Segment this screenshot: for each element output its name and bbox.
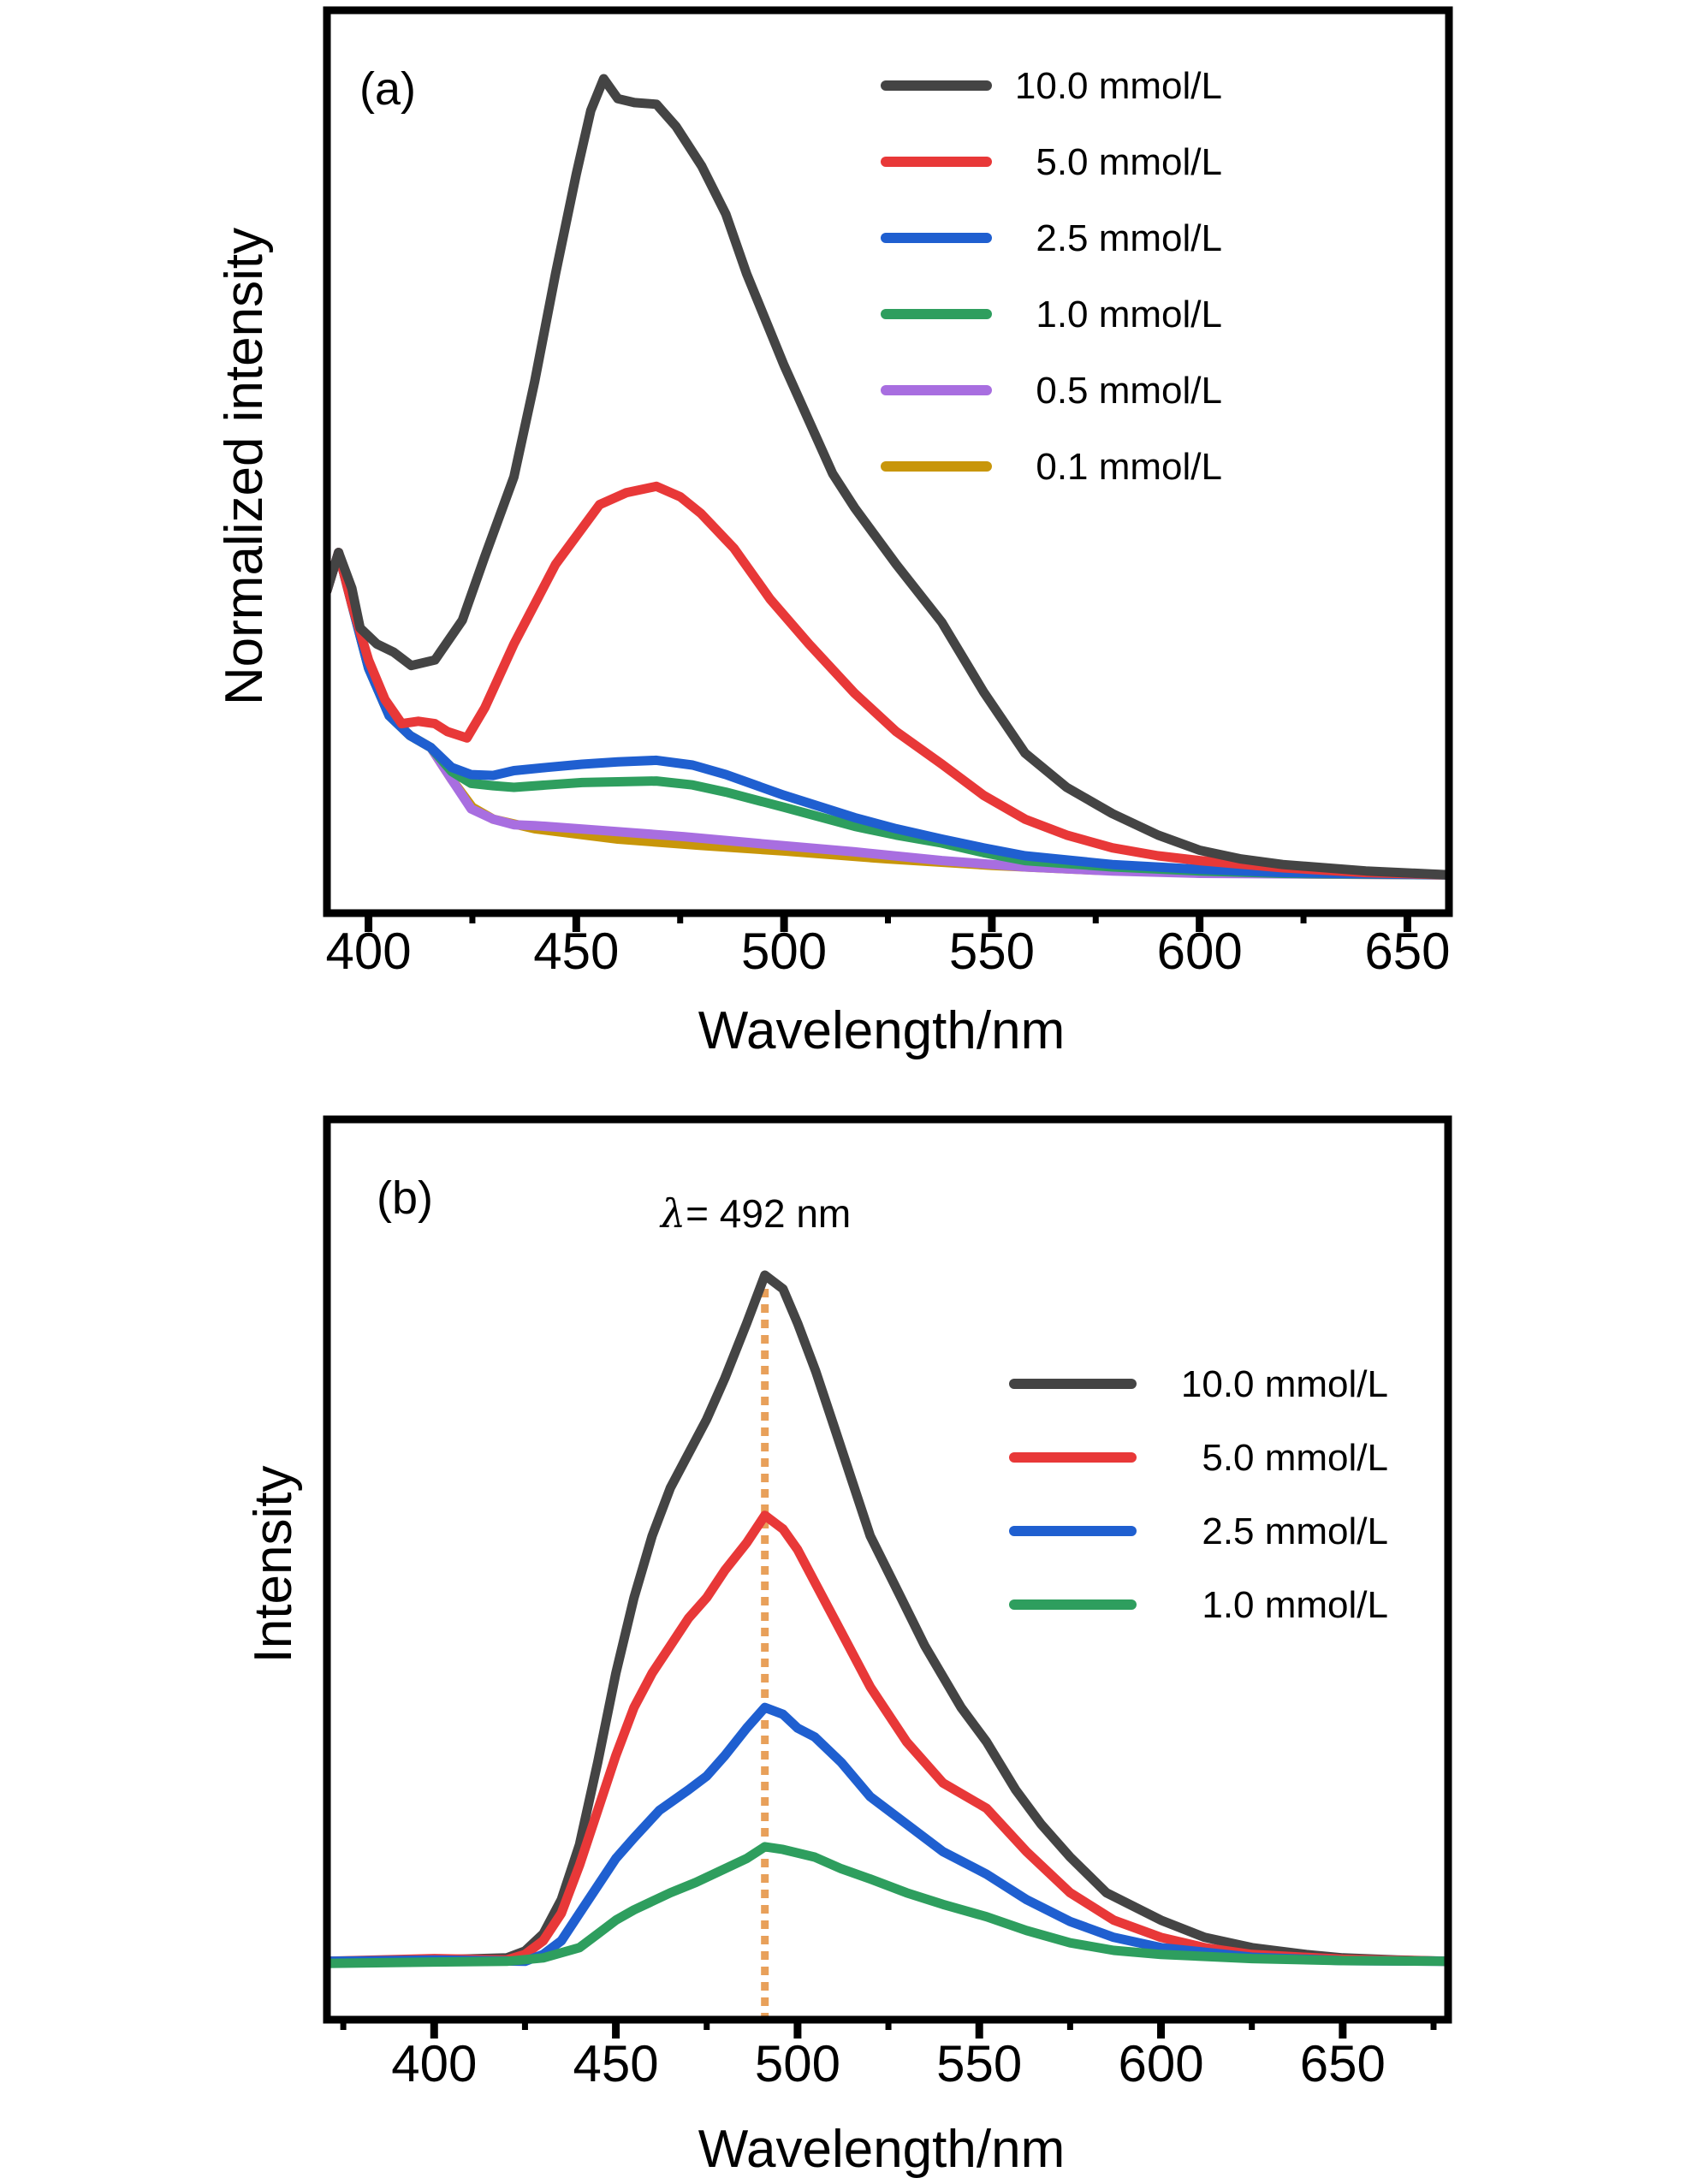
x-tick-label: 500 [741, 923, 827, 980]
x-axis-title-a: Wavelength/nm [698, 1001, 1065, 1060]
panel-b: 400 450 500 550 600 650 (b) λ= 492 nm Wavelen… [244, 1115, 1452, 2179]
panel-label-a: (a) [359, 63, 416, 115]
legend-item: 10.0 mmol/L [1009, 1363, 1388, 1405]
x-tick-label: 550 [949, 923, 1035, 980]
series-line-1-0-mmol-l [327, 1842, 1448, 1968]
legend-label: 1.0 mmol/L [1036, 294, 1222, 335]
series-line-10-0-mmol-l [327, 1270, 1448, 1967]
legend-item: 5.0 mmol/L [1009, 1437, 1388, 1479]
x-tick-label: 450 [573, 2035, 659, 2092]
legend-item: 2.5 mmol/L [881, 217, 1222, 259]
legend-label: 1.0 mmol/L [1202, 1584, 1388, 1626]
x-axis-title-b: Wavelength/nm [698, 2120, 1065, 2179]
legend-label: 2.5 mmol/L [1036, 217, 1222, 259]
legend-item: 1.0 mmol/L [1009, 1584, 1388, 1626]
legend-label: 10.0 mmol/L [1015, 65, 1222, 107]
x-tick-label: 550 [936, 2035, 1022, 2092]
x-ticks-b: 400 450 500 550 600 650 [340, 2020, 1437, 2092]
legend-a: 10.0 mmol/L 5.0 mmol/L 2.5 mmol/L 1.0 mmol/… [881, 65, 1222, 488]
x-tick-label: 600 [1118, 2035, 1203, 2092]
legend-item: 5.0 mmol/L [881, 141, 1222, 183]
x-tick-label: 400 [326, 923, 412, 980]
series-line-2-5-mmol-l [327, 548, 1449, 880]
lambda-symbol: λ [659, 1190, 686, 1237]
legend-label: 0.1 mmol/L [1036, 446, 1222, 488]
x-tick-label: 650 [1300, 2035, 1386, 2092]
x-tick-label: 500 [755, 2035, 840, 2092]
series-line-10-0-mmol-l [327, 74, 1449, 880]
legend-item: 2.5 mmol/L [1009, 1510, 1388, 1552]
series-layer-b [327, 1270, 1448, 1968]
series-line-2-5-mmol-l [327, 1702, 1448, 1967]
legend-label: 5.0 mmol/L [1202, 1437, 1388, 1479]
panel-label-b: (b) [377, 1172, 433, 1224]
legend-item: 0.5 mmol/L [881, 370, 1222, 412]
x-tick-label: 450 [533, 923, 619, 980]
legend-item: 0.1 mmol/L [881, 446, 1222, 488]
x-tick-label: 400 [391, 2035, 477, 2092]
legend-label: 2.5 mmol/L [1202, 1510, 1388, 1552]
series-line-5-0-mmol-l [327, 1510, 1448, 1967]
legend-item: 1.0 mmol/L [881, 294, 1222, 335]
series-layer-a [327, 74, 1449, 880]
legend-label: 10.0 mmol/L [1181, 1363, 1388, 1405]
peak-annotation: λ= 492 nm [659, 1190, 851, 1237]
x-tick-label: 650 [1364, 923, 1450, 980]
panel-a: 400 450 500 550 600 650 (a) Wavelength/nm Nor… [215, 6, 1453, 1060]
x-tick-label: 600 [1157, 923, 1243, 980]
peak-annotation-text: = 492 nm [686, 1191, 851, 1236]
legend-label: 0.5 mmol/L [1036, 370, 1222, 412]
series-line-5-0-mmol-l [327, 481, 1449, 880]
y-axis-title-a: Normalized intensity [215, 228, 274, 705]
x-ticks-a: 400 450 500 550 600 650 [326, 913, 1450, 980]
legend-item: 10.0 mmol/L [881, 65, 1222, 107]
y-axis-title-b: Intensity [244, 1466, 303, 1664]
legend-b: 10.0 mmol/L 5.0 mmol/L 2.5 mmol/L 1.0 mmol/… [1009, 1363, 1388, 1626]
legend-label: 5.0 mmol/L [1036, 141, 1222, 183]
